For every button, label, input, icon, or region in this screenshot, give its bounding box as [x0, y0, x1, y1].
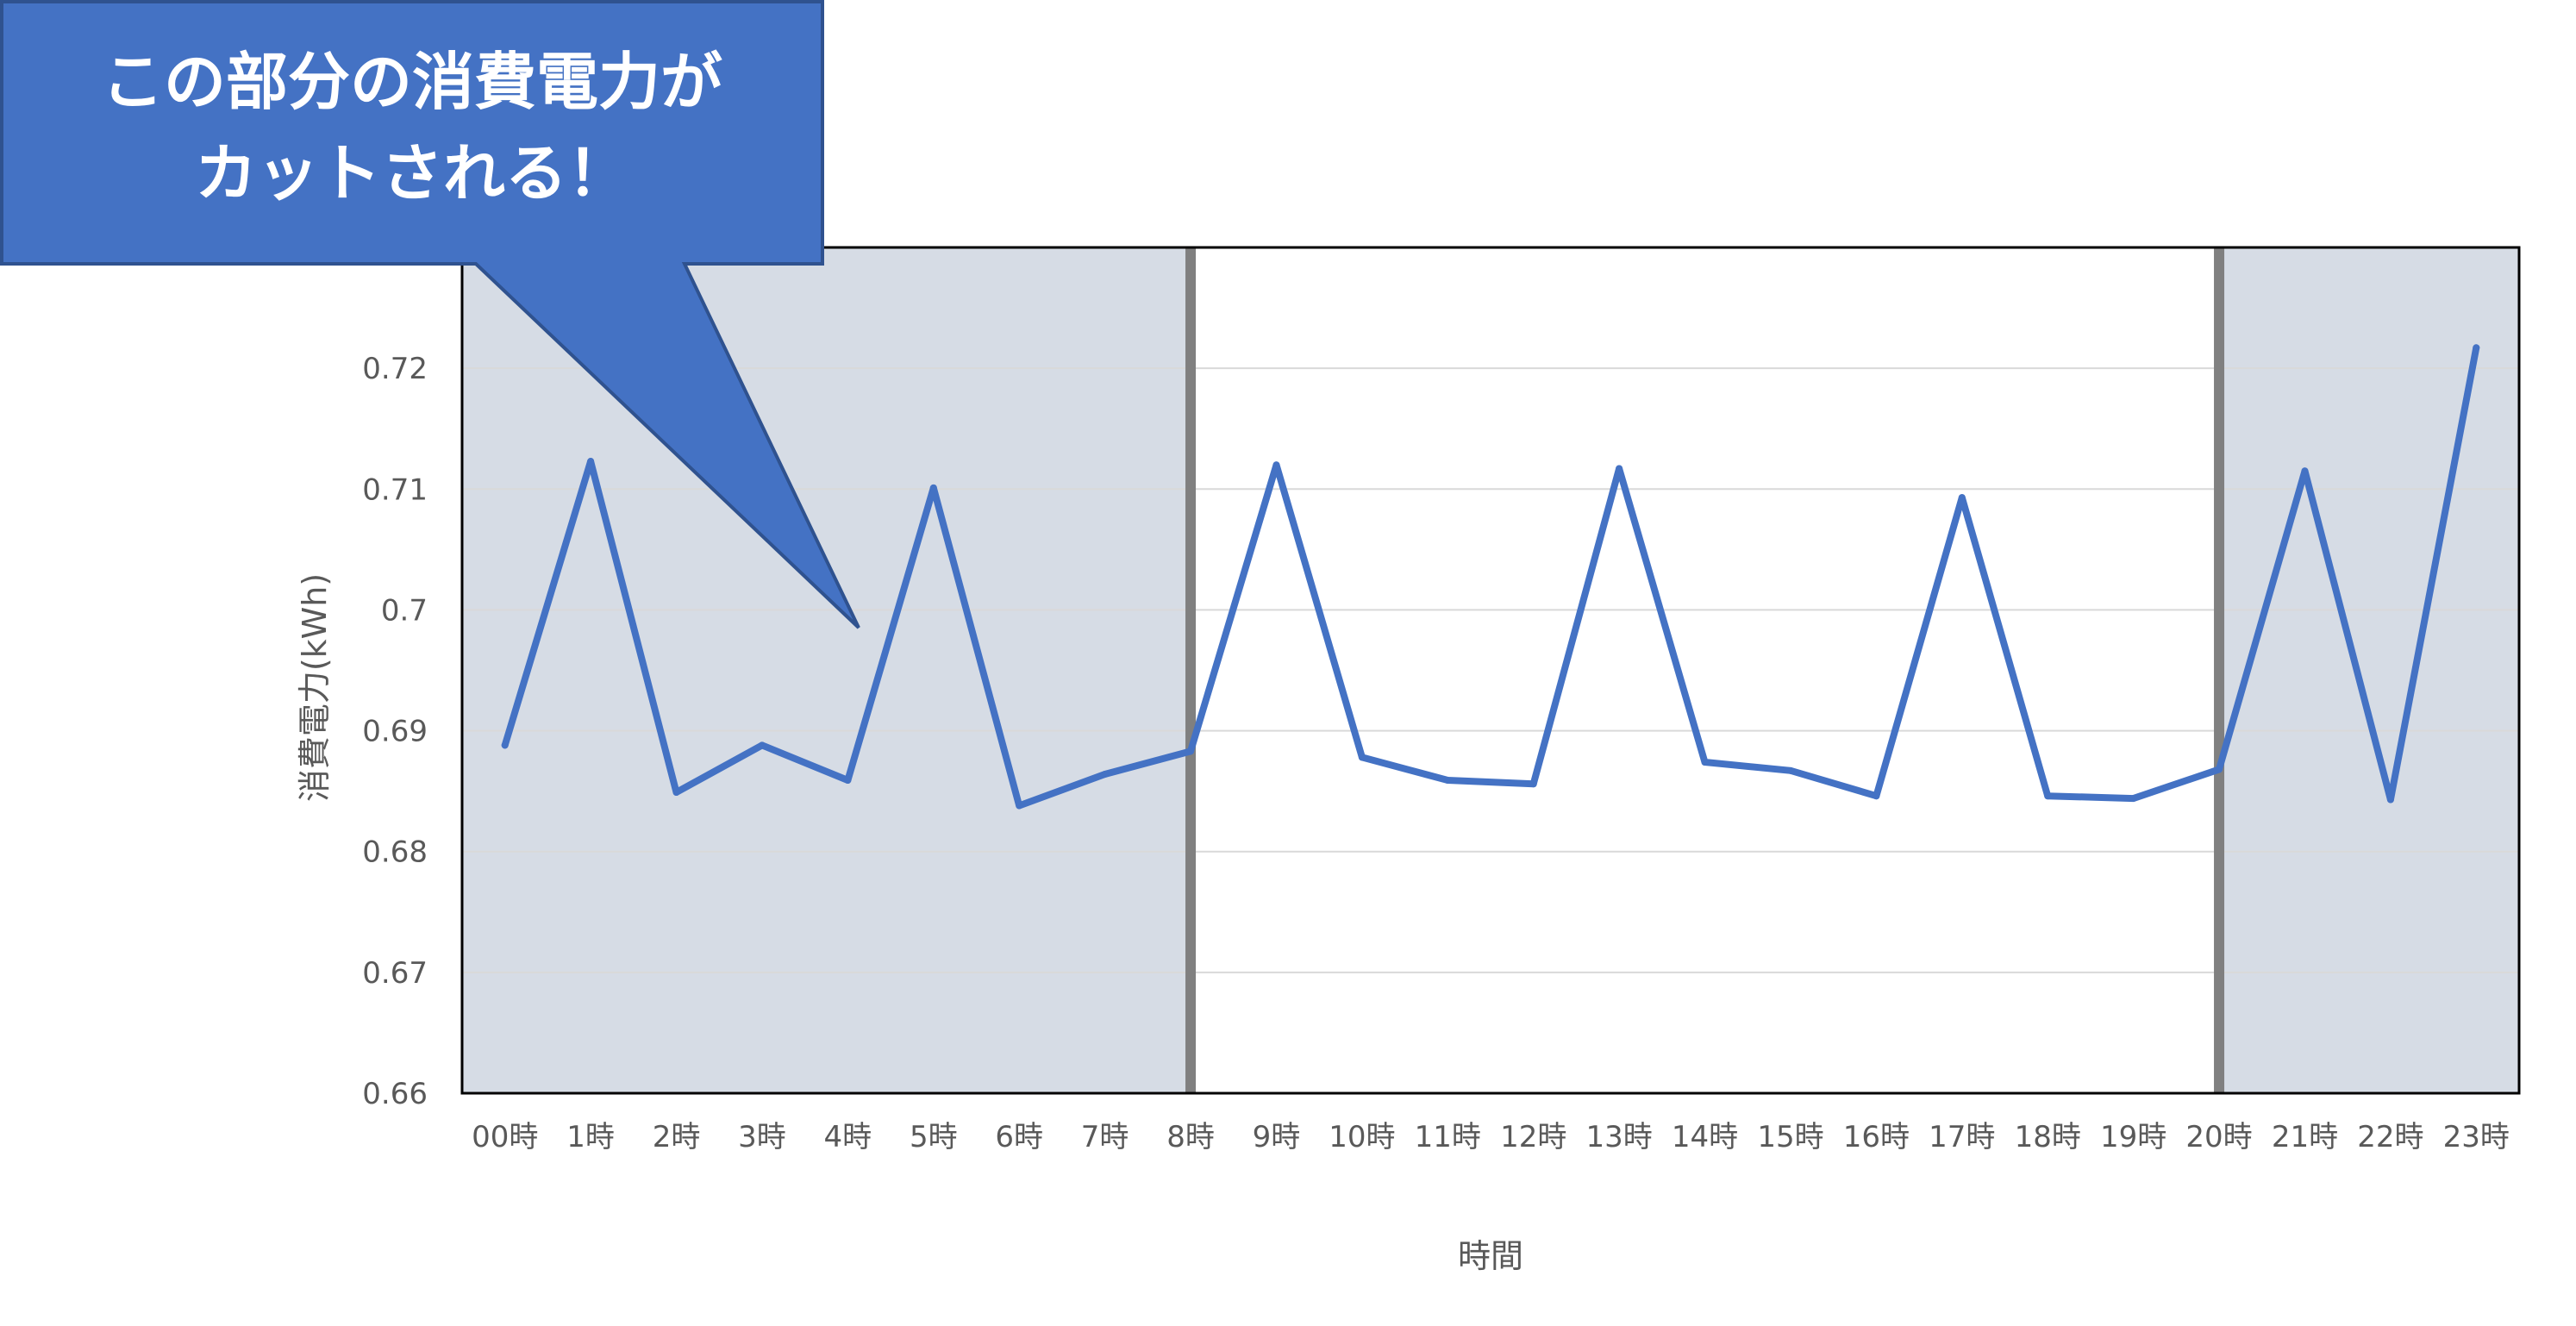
- data-point: [1616, 465, 1623, 472]
- data-point: [2386, 796, 2394, 804]
- data-point: [2216, 766, 2223, 773]
- data-point: [1786, 766, 1794, 774]
- data-point: [1958, 494, 1966, 502]
- callout-bubble: [0, 0, 860, 629]
- data-point: [929, 484, 937, 491]
- data-point: [1016, 802, 1023, 810]
- data-point: [1873, 792, 1880, 800]
- x-tick-label: 13時: [1585, 1120, 1652, 1154]
- x-tick-label: 10時: [1329, 1120, 1395, 1154]
- x-tick-label: 9時: [1253, 1120, 1301, 1154]
- data-point: [1701, 759, 1709, 766]
- x-tick-label: 21時: [2272, 1120, 2338, 1154]
- x-tick-label: 2時: [653, 1120, 701, 1154]
- data-point: [758, 741, 766, 749]
- x-tick-label: 5時: [910, 1120, 958, 1154]
- x-tick-label: 1時: [566, 1120, 615, 1154]
- y-tick-labels: 0.66 0.67 0.68 0.69 0.7 0.71 0.72: [362, 352, 428, 1111]
- x-tick-labels: 00時 1時 2時 3時 4時 5時 6時 7時 8時 9時 10時 11時 12時 13時 14時 15時 1…: [472, 1120, 2510, 1154]
- x-tick-label: 00時: [472, 1120, 538, 1154]
- x-tick-label: 17時: [1929, 1120, 1995, 1154]
- series-line-0: [501, 344, 2480, 810]
- shaded-region-layer: [462, 247, 2519, 1093]
- x-tick-label: 16時: [1843, 1120, 1910, 1154]
- x-tick-label: 7時: [1081, 1120, 1129, 1154]
- x-tick-label: 12時: [1500, 1120, 1566, 1154]
- x-tick-label: 4時: [824, 1120, 872, 1154]
- y-tick-label: 0.72: [362, 352, 428, 386]
- x-tick-label: 15時: [1757, 1120, 1823, 1154]
- y-tick-label: 0.71: [362, 472, 428, 507]
- y-tick-label: 0.68: [362, 835, 428, 870]
- x-tick-label: 6時: [995, 1120, 1043, 1154]
- x-tick-label: 3時: [738, 1120, 786, 1154]
- x-axis-title: 時間: [1458, 1237, 1523, 1275]
- callout-line-2: カットされる！: [195, 137, 629, 210]
- data-point: [1444, 777, 1452, 785]
- series-layer: [501, 344, 2480, 810]
- data-point: [1101, 771, 1109, 779]
- x-tick-label: 19時: [2100, 1120, 2166, 1154]
- callout-line-1: この部分の消費電力が: [102, 46, 722, 118]
- shaded-region-0: [462, 247, 1191, 1093]
- x-tick-label: 23時: [2443, 1120, 2510, 1154]
- data-point: [1529, 780, 1537, 788]
- data-point: [844, 777, 852, 785]
- data-point: [1272, 461, 1280, 469]
- callout: この部分の消費電力が カットされる！: [0, 0, 860, 629]
- data-point: [672, 789, 680, 797]
- data-point: [2129, 795, 2137, 803]
- y-tick-label: 0.69: [362, 715, 428, 749]
- data-point: [587, 458, 595, 466]
- data-point: [2473, 344, 2480, 352]
- data-point: [2044, 792, 2052, 800]
- plot-area-frame: [460, 246, 2521, 1095]
- x-tick-label: 11時: [1415, 1120, 1481, 1154]
- y-tick-label: 0.66: [362, 1077, 428, 1111]
- y-axis-title: 消費電力(kWh): [296, 573, 334, 802]
- x-tick-label: 22時: [2357, 1120, 2423, 1154]
- data-point: [1187, 747, 1195, 755]
- divider-layer: [1185, 247, 2225, 1093]
- data-point: [2301, 467, 2309, 475]
- x-tick-label: 20時: [2185, 1120, 2252, 1154]
- x-tick-label: 18時: [2015, 1120, 2081, 1154]
- x-tick-label: 8時: [1166, 1120, 1215, 1154]
- data-point: [501, 741, 509, 749]
- y-tick-label: 0.7: [381, 593, 428, 628]
- x-tick-label: 14時: [1672, 1120, 1738, 1154]
- y-tick-label: 0.67: [362, 956, 428, 991]
- data-point: [1358, 754, 1366, 761]
